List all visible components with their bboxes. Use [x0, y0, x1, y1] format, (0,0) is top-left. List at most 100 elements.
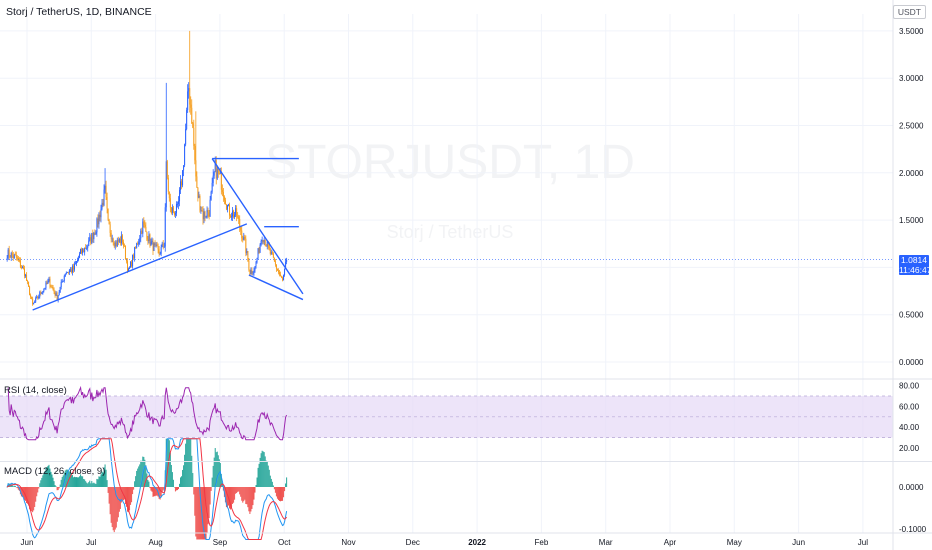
candle-body — [106, 197, 108, 209]
candle-body — [154, 243, 156, 245]
candle-body — [171, 207, 173, 213]
macd-histogram-bar — [98, 476, 100, 487]
candle-body — [179, 189, 181, 202]
macd-histogram-bar — [87, 483, 89, 487]
symbol-title[interactable]: Storj / TetherUS, 1D, BINANCE — [6, 6, 152, 18]
macd-histogram-bar — [277, 487, 279, 501]
price-axis[interactable]: 3.50003.00002.50002.00001.50001.00000.50… — [899, 27, 927, 534]
macd-histogram-bar — [183, 465, 185, 487]
macd-histogram-bar — [89, 480, 91, 487]
macd-histogram-bar — [254, 487, 256, 493]
currency-badge[interactable]: USDT — [892, 5, 926, 19]
candle-body — [21, 266, 23, 268]
candle-body — [170, 207, 172, 213]
macd-histogram-bar — [105, 469, 107, 487]
candle-body — [249, 269, 251, 275]
candle-body — [201, 210, 203, 212]
time-tick-label: Jul — [858, 538, 868, 547]
candle-body — [36, 296, 38, 299]
macd-histogram-bar — [212, 465, 214, 487]
macd-histogram-bar — [285, 483, 287, 487]
macd-histogram-bar — [204, 487, 206, 540]
macd-legend[interactable]: MACD (12, 26, close, 9) — [4, 466, 106, 477]
trendline-drawings[interactable] — [32, 157, 304, 311]
candle-body — [183, 165, 185, 171]
candle-body — [263, 239, 265, 243]
macd-histogram-bar — [132, 487, 134, 495]
candle-body — [81, 248, 83, 254]
candle-body — [39, 292, 41, 297]
macd-histogram-bar — [11, 484, 13, 487]
candle-body — [17, 258, 19, 261]
candle-body — [244, 236, 246, 239]
candle-body — [57, 295, 59, 301]
candle-body — [217, 168, 219, 174]
candle-body — [87, 246, 89, 248]
candle-body — [230, 215, 232, 217]
macd-histogram-bar — [129, 487, 131, 511]
candle-body — [95, 232, 97, 234]
macd-tick-label: 0.0000 — [899, 483, 924, 492]
macd-histogram-bar — [43, 472, 45, 487]
candle-body — [157, 246, 159, 250]
candle-body — [168, 191, 170, 199]
macd-histogram-bar — [203, 487, 205, 540]
candle-body — [115, 242, 117, 246]
candle-body — [48, 278, 50, 282]
candle-body — [194, 145, 196, 161]
time-tick-label: Oct — [278, 538, 291, 547]
candle-body — [241, 230, 243, 239]
candle-body — [261, 239, 263, 242]
macd-histogram-bar — [133, 487, 135, 490]
candle-body — [19, 260, 21, 268]
macd-histogram-bar — [36, 487, 38, 497]
macd-histogram-bar — [236, 487, 238, 493]
candle-body — [14, 254, 16, 256]
candle-body — [150, 241, 152, 246]
macd-histogram-bar — [251, 487, 253, 509]
candle-body — [20, 267, 22, 269]
candle-body — [266, 241, 268, 247]
candle-body — [257, 248, 259, 259]
macd-histogram-bar — [216, 451, 218, 487]
macd-histogram-bar — [272, 485, 274, 487]
candle-body — [61, 281, 63, 283]
time-tick-label: Aug — [148, 538, 162, 547]
time-axis[interactable]: Jun Jul Aug Sep Oct Nov Dec 2022 Feb Mar Apr May Jun… — [21, 538, 869, 547]
macd-histogram-bar — [80, 474, 82, 487]
candle-body — [40, 292, 42, 294]
macd-histogram-bar — [278, 487, 280, 501]
candle-body — [176, 203, 178, 205]
macd-histogram-bar — [253, 487, 255, 500]
macd-histogram-bar — [145, 465, 147, 487]
macd-histogram-bar — [107, 487, 109, 493]
candle-body — [186, 110, 188, 130]
candle-body — [242, 238, 244, 240]
macd-histogram-bar — [97, 479, 99, 487]
candle-body — [243, 236, 245, 240]
macd-histogram-bar — [46, 467, 48, 487]
candle-body — [205, 216, 207, 218]
macd-histogram-bar — [66, 469, 68, 487]
candle-body — [248, 260, 250, 270]
candle-body — [70, 269, 72, 273]
macd-histogram-bar — [135, 476, 137, 487]
candle-body — [55, 293, 57, 296]
candle-body — [104, 185, 106, 190]
candlestick-series[interactable] — [0, 30, 893, 306]
macd-histogram-bar — [255, 485, 257, 487]
macd-histogram-bar — [265, 460, 267, 487]
candle-body — [26, 274, 28, 281]
macd-histogram-bar — [136, 470, 138, 487]
grid — [0, 14, 893, 533]
macd-histogram-bar — [57, 487, 59, 491]
bar-countdown: 11:46:47 — [899, 265, 932, 275]
candle-body — [6, 258, 8, 259]
candle-body — [63, 276, 65, 282]
candle-body — [52, 287, 54, 290]
rsi-legend[interactable]: RSI (14, close) — [4, 385, 67, 396]
macd-histogram-bar — [65, 469, 67, 487]
candle-body — [151, 240, 153, 242]
